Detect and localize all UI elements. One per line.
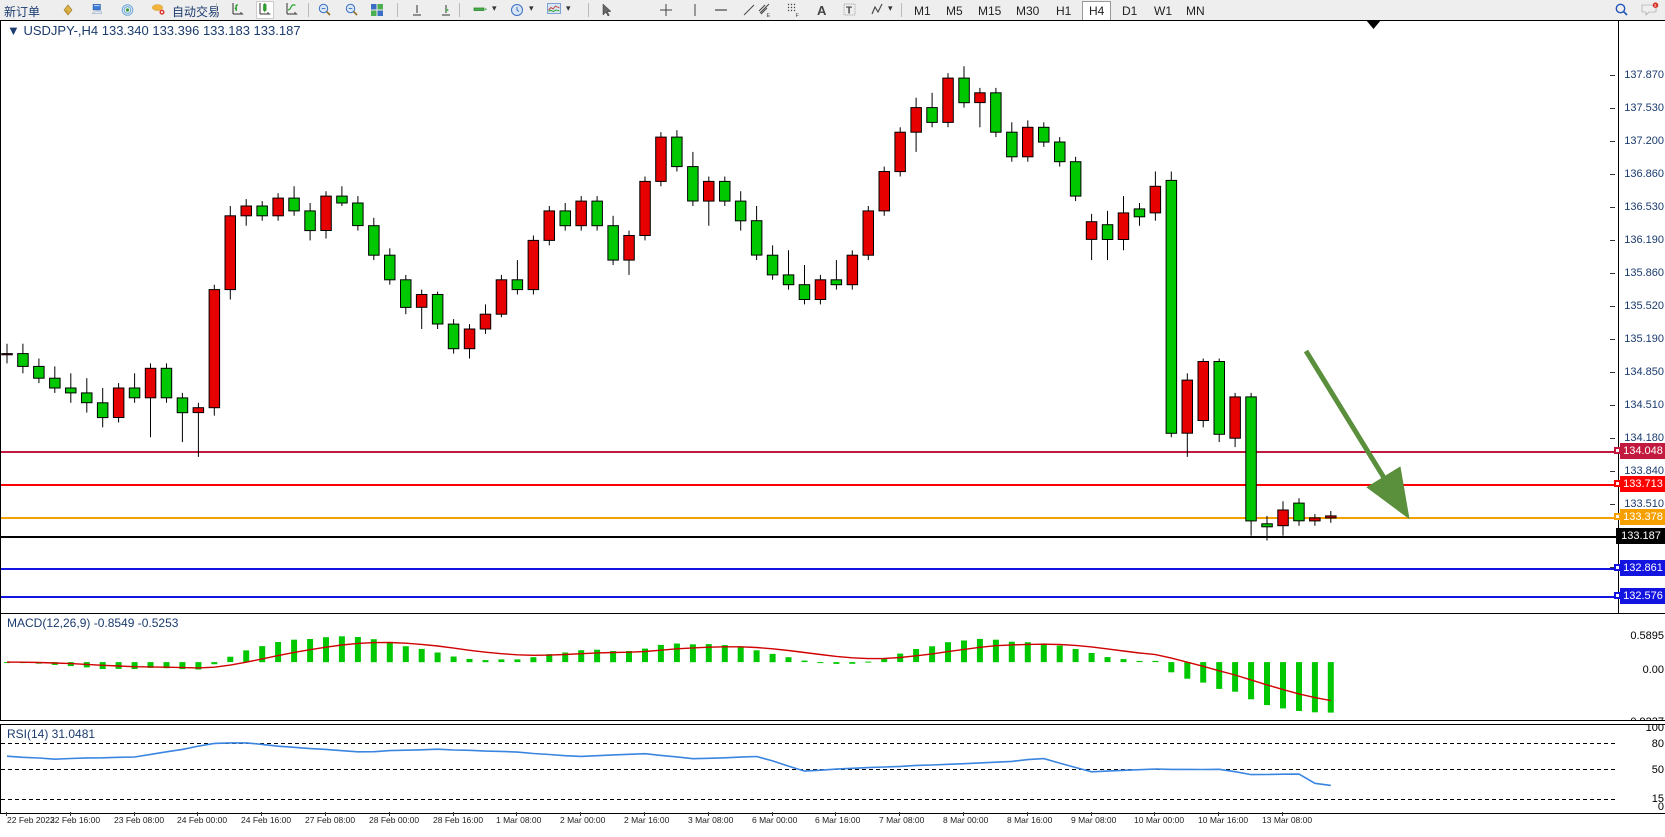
svg-text:T: T — [846, 6, 852, 17]
svg-text:F: F — [796, 13, 800, 18]
svg-text:A: A — [817, 3, 827, 18]
svg-text:1: 1 — [1654, 3, 1656, 7]
svg-text:E: E — [767, 13, 771, 18]
